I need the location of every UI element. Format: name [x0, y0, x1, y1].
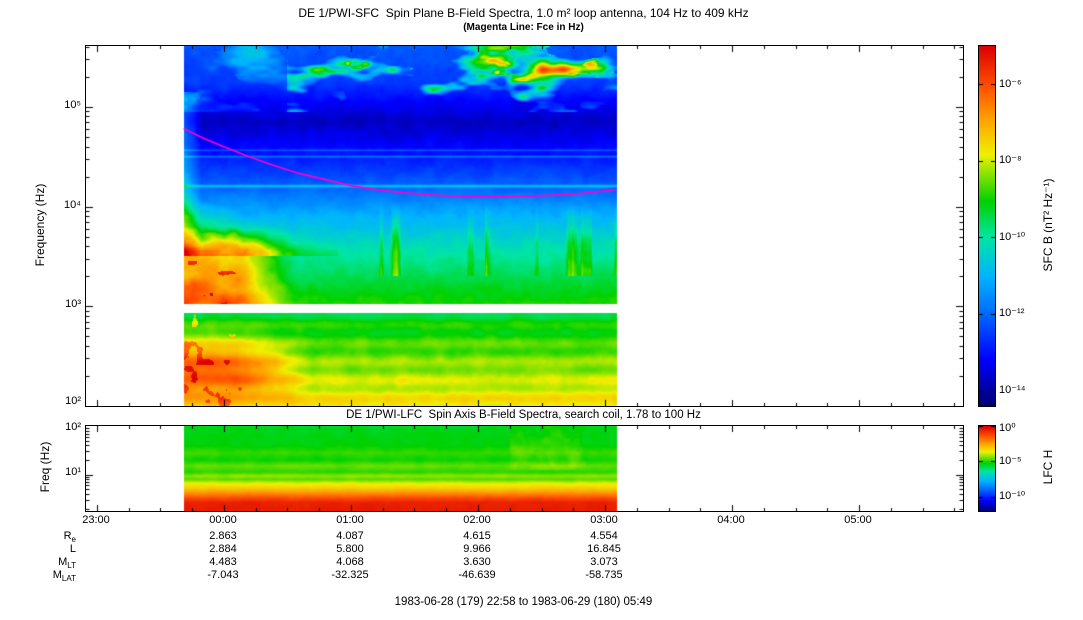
sfc-y-axis-label: Frequency (Hz)	[33, 183, 47, 267]
lfc-colorbar-label: LFC H	[1041, 449, 1055, 485]
ephemeris-value: 4.615	[463, 530, 491, 542]
ephemeris-value: 4.554	[590, 530, 618, 542]
ephemeris-label-subscript: LAT	[61, 574, 76, 583]
x-tick-0500: 05:00	[844, 514, 872, 526]
ephemeris-value: -58.735	[585, 569, 623, 581]
sfc-colorbar-tick-1e-8: 10⁻⁸	[999, 154, 1022, 166]
ephemeris-label-text: L	[69, 543, 76, 555]
sfc-y-tick-1e5: 10⁵	[64, 99, 81, 111]
ephemeris-value: 2.884	[209, 543, 237, 555]
x-tick-0400: 04:00	[717, 514, 745, 526]
sfc-colorbar-tick-1e-10: 10⁻¹⁰	[999, 231, 1026, 243]
lfc-colorbar-tick-1e-5: 10⁻⁵	[999, 455, 1022, 467]
sfc-spectrogram-plot	[85, 45, 964, 407]
ephemeris-label-subscript: LT	[67, 561, 76, 570]
ephemeris-value: 16.845	[587, 543, 621, 555]
ephemeris-label-l: L	[20, 543, 76, 557]
ephemeris-label-mlat: MLAT	[20, 569, 76, 583]
ephemeris-value: -32.325	[331, 569, 369, 581]
sfc-colorbar-tick-1e-6: 10⁻⁶	[999, 78, 1022, 90]
ephemeris-value: 4.483	[209, 556, 237, 568]
ephemeris-value: 2.863	[209, 530, 237, 542]
lfc-colorbar-tick-1e0: 10⁰	[999, 422, 1016, 434]
x-tick-0200: 02:00	[463, 514, 491, 526]
ephemeris-label-re: Re	[20, 530, 76, 544]
sfc-colorbar-label: SFC B (nT² Hz⁻¹)	[1041, 178, 1055, 272]
ephemeris-label-text: M	[58, 556, 68, 568]
lfc-spectrogram-canvas	[86, 426, 963, 511]
x-tick-2300: 23:00	[82, 514, 110, 526]
sfc-panel-subtitle: (Magenta Line: Fce in Hz)	[463, 22, 584, 33]
ephemeris-value: 3.073	[590, 556, 618, 568]
sfc-spectrogram-canvas	[86, 46, 963, 406]
ephemeris-value: 3.630	[463, 556, 491, 568]
lfc-y-tick-1e2: 10²	[65, 421, 81, 433]
lfc-colorbar-tick-1e-10: 10⁻¹⁰	[999, 490, 1026, 502]
x-tick-0100: 01:00	[336, 514, 364, 526]
sfc-y-tick-1e3: 10³	[65, 298, 81, 310]
ephemeris-label-subscript: e	[71, 535, 76, 544]
lfc-spectrogram-plot	[85, 425, 964, 512]
time-range-footer: 1983-06-28 (179) 22:58 to 1983-06-29 (18…	[394, 596, 653, 608]
x-tick-0300: 03:00	[590, 514, 618, 526]
lfc-colorbar	[978, 425, 996, 512]
sfc-colorbar-tick-1e-14: 10⁻¹⁴	[999, 384, 1026, 396]
sfc-colorbar-tick-1e-12: 10⁻¹²	[999, 307, 1025, 319]
sfc-y-tick-1e2: 10²	[65, 395, 81, 407]
lfc-panel-title: DE 1/PWI-LFC Spin Axis B-Field Spectra, …	[346, 409, 701, 421]
x-tick-0000: 00:00	[209, 514, 237, 526]
sfc-colorbar	[978, 45, 996, 407]
ephemeris-label-text: R	[63, 530, 72, 542]
ephemeris-label-mlt: MLT	[20, 556, 76, 570]
ephemeris-value: 9.966	[463, 543, 491, 555]
sfc-y-tick-1e4: 10⁴	[64, 199, 81, 211]
ephemeris-label-text: M	[52, 569, 62, 581]
ephemeris-value: 4.087	[336, 530, 364, 542]
sfc-panel-title: DE 1/PWI-SFC Spin Plane B-Field Spectra,…	[298, 6, 749, 20]
ephemeris-value: 5.800	[336, 543, 364, 555]
ephemeris-value: -46.639	[458, 569, 496, 581]
lfc-y-tick-1e1: 10¹	[65, 466, 81, 478]
ephemeris-value: -7.043	[207, 569, 239, 581]
ephemeris-value: 4.068	[336, 556, 364, 568]
